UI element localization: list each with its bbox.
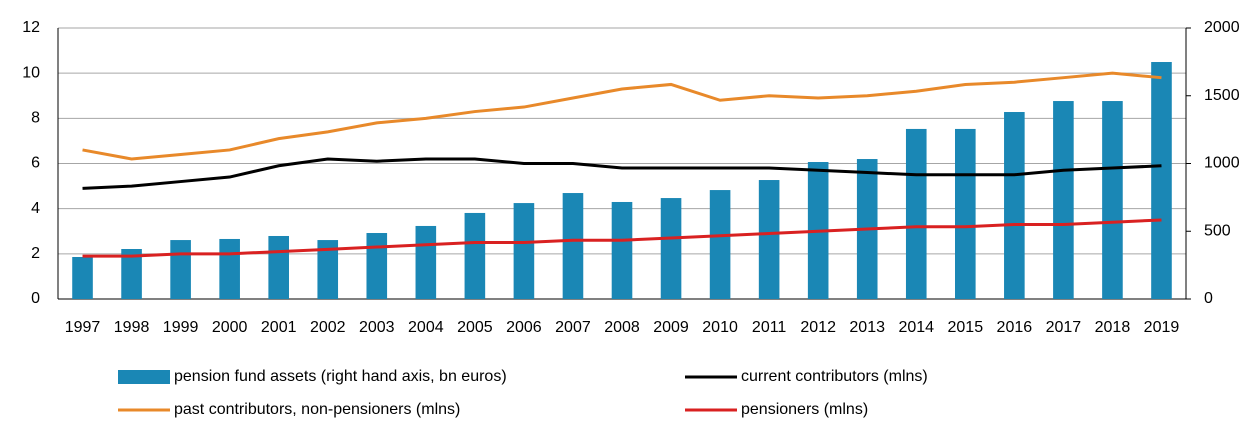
bar (660, 198, 682, 299)
x-tick-label: 2007 (555, 319, 591, 336)
x-tick-label: 2013 (849, 319, 885, 336)
x-tick-label: 2017 (1046, 319, 1082, 336)
bar (1004, 112, 1025, 299)
bar (709, 190, 731, 299)
x-tick-label: 2009 (653, 319, 689, 336)
y-tick-label: 4 (31, 200, 40, 217)
y-tick-label: 12 (22, 19, 40, 36)
line (82, 218, 1162, 258)
bar (268, 235, 289, 299)
y-tick-label: 6 (31, 155, 40, 172)
x-tick-label: 2012 (800, 319, 836, 336)
y2-tick-label: 1500 (1204, 87, 1240, 104)
y-tick-label: 0 (31, 290, 40, 307)
bar (1102, 101, 1123, 299)
y2-tick-label: 1000 (1204, 155, 1240, 172)
bar (905, 128, 927, 299)
bar (758, 180, 780, 299)
x-tick-label: 2016 (997, 319, 1033, 336)
bar (415, 225, 437, 299)
y2-tick-label: 500 (1204, 222, 1231, 239)
legend-swatch (118, 370, 170, 384)
y-tick-label: 10 (22, 64, 40, 81)
x-tick-label: 2011 (752, 319, 787, 336)
legend-label: current contributors (mlns) (741, 368, 928, 385)
bar (562, 193, 584, 299)
x-tick-label: 1998 (114, 319, 150, 336)
legend-label: pensioners (mlns) (741, 401, 868, 418)
x-tick-label: 2004 (408, 319, 444, 336)
bar (366, 233, 388, 299)
x-tick-label: 2002 (310, 319, 346, 336)
x-tick-label: 2018 (1095, 319, 1131, 336)
y2-tick-label: 0 (1204, 290, 1213, 307)
bar (72, 256, 93, 299)
x-tick-label: 2019 (1144, 319, 1180, 336)
y-tick-label: 8 (31, 110, 40, 127)
line (82, 71, 1162, 161)
legend-label: past contributors, non-pensioners (mlns) (174, 401, 460, 418)
bar (1053, 101, 1074, 299)
x-tick-label: 2014 (898, 319, 934, 336)
x-tick-label: 2003 (359, 319, 395, 336)
x-tick-label: 2001 (261, 319, 297, 336)
x-tick-label: 2000 (212, 319, 248, 336)
y-tick-label: 2 (31, 245, 40, 262)
bar (513, 203, 535, 299)
bar (1151, 62, 1172, 299)
x-tick-label: 1999 (163, 319, 199, 336)
x-tick-label: 2005 (457, 319, 493, 336)
bar (121, 249, 142, 299)
x-tick-label: 2008 (604, 319, 640, 336)
bar (317, 240, 339, 299)
x-tick-label: 2006 (506, 319, 542, 336)
x-tick-label: 2015 (948, 319, 984, 336)
x-tick-label: 1997 (65, 319, 101, 336)
legend-label: pension fund assets (right hand axis, bn… (174, 368, 507, 385)
bar (611, 201, 633, 299)
x-tick-label: 2010 (702, 319, 738, 336)
bar (170, 240, 191, 299)
bar (955, 128, 976, 299)
bar (219, 238, 240, 299)
bar (464, 212, 486, 299)
y2-tick-label: 2000 (1204, 19, 1240, 36)
line (82, 157, 1162, 190)
